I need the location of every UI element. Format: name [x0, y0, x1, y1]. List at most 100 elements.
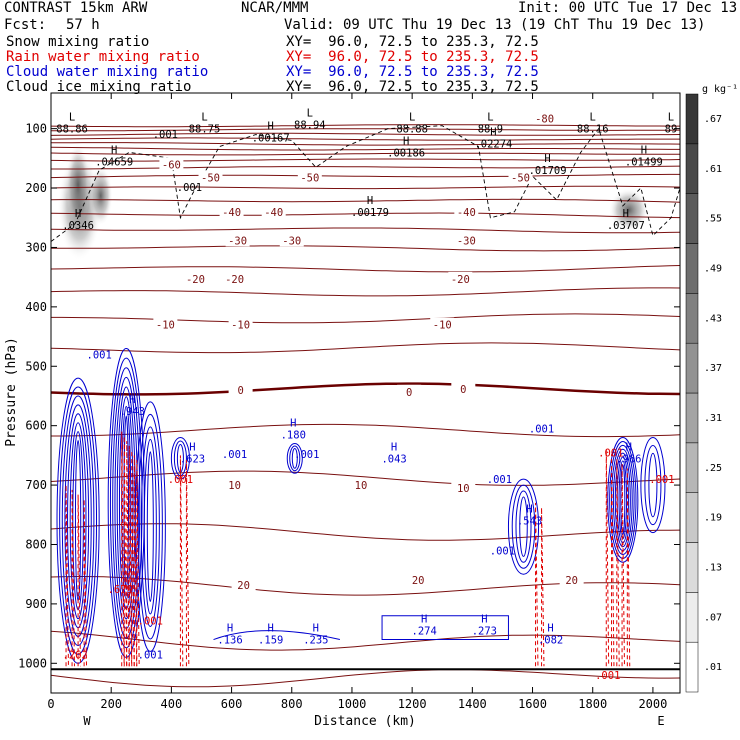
west-endpoint-label: W [83, 714, 91, 728]
temperature-contour [51, 198, 680, 203]
freezing-level-contour [51, 382, 680, 396]
rain-contour [611, 454, 615, 667]
extremum-value: .001 [87, 349, 112, 361]
cloud-water-contour [140, 426, 160, 627]
x-tick-label: 1200 [398, 697, 427, 711]
colorbar-unit: g kg⁻¹ [702, 84, 738, 95]
extremum-value: .082 [538, 635, 563, 647]
temperature-label-bg [451, 381, 476, 395]
cloud-water-contour [515, 490, 532, 563]
colorbar-swatch [685, 442, 699, 493]
rain-contour [541, 507, 545, 667]
temperature-label-bg [559, 573, 584, 587]
extremum-value: .001 [294, 449, 319, 461]
colorbar-swatch [685, 93, 699, 145]
colorbar-label: .49 [704, 263, 722, 274]
cloud-water-contour [511, 484, 536, 569]
temperature-contour-label: -50 [201, 172, 220, 184]
y-tick-label: 400 [25, 300, 47, 314]
temperature-contour-label: -10 [156, 320, 175, 332]
temperature-label-bg [228, 317, 253, 331]
extremum-value: 88.86 [56, 124, 88, 136]
temperature-contour-label: -40 [264, 207, 283, 219]
field-snow-name: Snow mixing ratio [6, 34, 150, 50]
y-tick-label: 900 [25, 597, 47, 611]
x-tick-label: 0 [47, 697, 54, 711]
extremum-value: .001 [138, 649, 163, 661]
cloud-water-contour [289, 445, 301, 472]
temperature-label-bg [228, 383, 253, 397]
extremum-marker: H [268, 623, 274, 635]
temperature-label-bg [454, 204, 479, 218]
temperature-contour-label: -30 [282, 235, 301, 247]
rain-contour [616, 458, 620, 667]
temperature-contour [51, 137, 680, 141]
colorbar-swatch [685, 193, 699, 244]
extremum-value: .0346 [62, 220, 94, 232]
temperature-contour [51, 523, 680, 541]
temperature-contour-label: 10 [228, 480, 241, 492]
extremum-value: .159 [258, 635, 283, 647]
temperature-label-bg [508, 170, 533, 184]
temperature-label-bg [406, 573, 431, 587]
temperature-label-bg [183, 271, 208, 285]
extremum-value: .04659 [95, 156, 133, 168]
rain-contour [626, 468, 631, 667]
temperature-contour-label: -60 [162, 159, 181, 171]
cloud-water-contour [59, 386, 98, 655]
rain-contour [179, 455, 184, 667]
extremum-value: 88.75 [189, 124, 221, 136]
extremum-value: .001 [487, 474, 512, 486]
x-tick-label: 600 [221, 697, 243, 711]
rain-contour [136, 460, 140, 667]
y-tick-label: 100 [25, 122, 47, 136]
colorbar-swatch [685, 641, 699, 693]
temperature-contour [51, 423, 680, 438]
extremum-value: .001 [598, 447, 623, 459]
extremum-marker: H [75, 208, 81, 220]
cloud-water-contour [137, 413, 163, 640]
extremum-marker: H [129, 394, 135, 406]
extremum-value: .001 [222, 449, 247, 461]
temperature-contour [51, 227, 680, 234]
cloud-water-contour [213, 630, 341, 641]
y-tick-label: 600 [25, 419, 47, 433]
colorbar-swatch [685, 392, 699, 444]
extremum-value: .001 [153, 129, 178, 141]
temperature-contour [51, 152, 680, 156]
colorbar-label: .25 [704, 463, 722, 474]
extremum-value: .679 [108, 584, 133, 596]
cloud-water-contour [61, 395, 95, 646]
extremum-marker: H [544, 153, 550, 165]
extremum-value: .235 [303, 635, 328, 647]
y-tick-label: 300 [25, 240, 47, 254]
x-tick-label: 2000 [638, 697, 667, 711]
extremum-marker: H [526, 504, 532, 516]
temperature-contour [51, 173, 680, 179]
temperature-contour-label: -40 [222, 207, 241, 219]
temperature-contour [51, 245, 680, 252]
extremum-marker: L [201, 112, 207, 124]
temperature-contour [51, 212, 680, 219]
extremum-value: 88.88 [396, 124, 428, 136]
valid-time: Valid: 09 UTC Thu 19 Dec 13 (19 ChT Thu … [284, 17, 706, 33]
temperature-contour-label: -20 [225, 274, 244, 286]
temperature-contour-label: 20 [412, 575, 425, 587]
cloud-water-contour [611, 444, 635, 556]
extremum-value: 88.94 [294, 119, 326, 131]
colorbar: .01 .07 .13 .19 .25 .31 .37 .43 .49 .55 .61 .67 g kg… [685, 84, 738, 693]
extremum-value: .623 [180, 453, 205, 465]
temperature-contour-label: -50 [300, 172, 319, 184]
extremum-value: .01709 [529, 165, 567, 177]
colorbar-label: .55 [704, 214, 722, 225]
x-axis-title: Distance (km) [314, 714, 416, 729]
x-tick-label: 1800 [578, 697, 607, 711]
rain-contour [128, 445, 133, 667]
extremum-value: .274 [412, 626, 437, 638]
temperature-label-bg [261, 204, 286, 218]
temperature-contour-label: -20 [451, 274, 470, 286]
temperature-contour [51, 158, 680, 162]
y-tick-label: 1000 [18, 656, 47, 670]
extremum-value: .00167 [252, 133, 290, 145]
temperature-contour [51, 142, 680, 146]
